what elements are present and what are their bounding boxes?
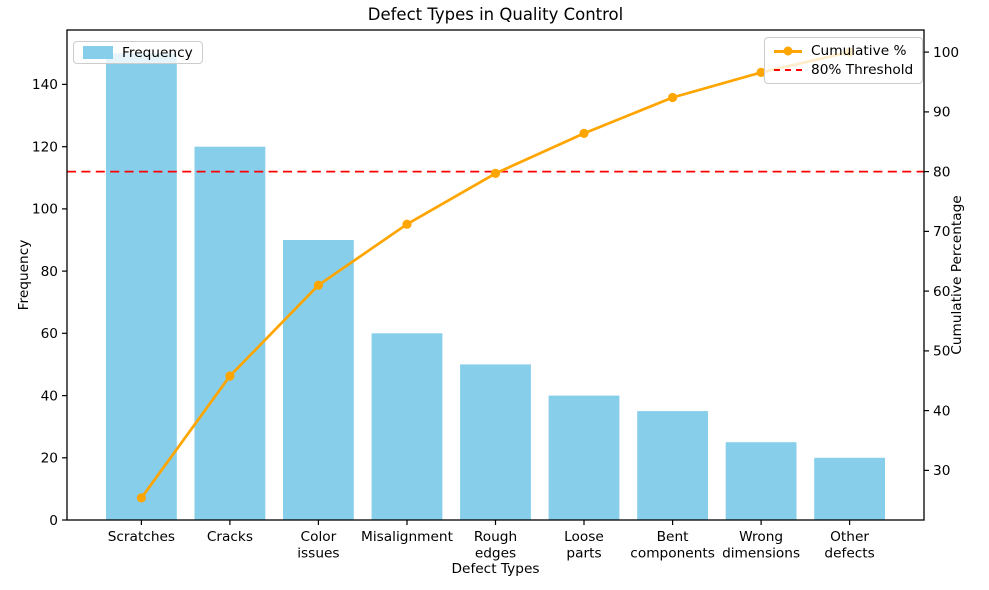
legend-cumulative-label: Cumulative % <box>811 43 907 60</box>
x-tick-label-wrong-dimensions: Wrong dimensions <box>722 529 800 562</box>
x-tick-label-color-issues: Color issues <box>297 529 339 562</box>
left-tick-label: 40 <box>41 388 58 404</box>
bar-loose-parts <box>548 395 620 520</box>
frequency-swatch-icon <box>83 46 113 59</box>
bar-wrong-dimensions <box>725 442 797 520</box>
x-tick-label-scratches: Scratches <box>108 529 175 545</box>
cumulative-marker <box>756 67 766 77</box>
left-tick-label: 20 <box>41 451 58 467</box>
legend-frequency-label: Frequency <box>122 44 193 61</box>
cumulative-marker <box>490 168 501 178</box>
bar-bent-components <box>637 411 708 520</box>
x-tick-label-other-defects: Other defects <box>824 529 874 562</box>
right-y-axis-label: Cumulative Percentage <box>949 195 965 355</box>
right-tick-label: 60 <box>933 284 950 300</box>
left-tick-label: 100 <box>32 202 58 218</box>
left-y-axis-label: Frequency <box>16 239 32 311</box>
left-tick-label: 80 <box>41 264 58 280</box>
legend-threshold-label: 80% Threshold <box>811 61 914 78</box>
bar-misalignment <box>371 333 443 520</box>
x-axis-label: Defect Types <box>451 561 540 577</box>
x-tick-label-cracks: Cracks <box>207 529 253 545</box>
bar-rough-edges <box>460 364 531 520</box>
legend-cumulative: Cumulative % 80% Threshold <box>764 37 924 84</box>
legend-frequency: Frequency <box>73 41 203 64</box>
chart-title: Defect Types in Quality Control <box>367 5 624 24</box>
cumulative-marker <box>313 280 323 290</box>
bar-scratches <box>106 53 177 521</box>
x-tick-label-loose-parts: Loose parts <box>564 529 604 562</box>
left-tick-label: 0 <box>49 513 58 529</box>
left-tick-label: 60 <box>41 326 58 342</box>
cumulative-line-icon <box>774 49 802 53</box>
x-tick-label-bent-components: Bent components <box>630 529 715 562</box>
cumulative-marker <box>579 128 589 138</box>
x-tick-label-rough-edges: Rough edges <box>474 529 517 562</box>
cumulative-marker <box>402 219 412 229</box>
right-tick-label: 80 <box>933 164 950 180</box>
right-tick-label: 90 <box>933 105 950 121</box>
left-tick-label: 140 <box>32 77 58 93</box>
right-tick-label: 100 <box>933 45 959 61</box>
left-tick-label: 120 <box>32 139 58 155</box>
right-tick-label: 70 <box>933 224 950 240</box>
cumulative-marker <box>225 371 235 381</box>
x-tick-label-misalignment: Misalignment <box>361 529 454 545</box>
bar-cracks <box>194 146 266 520</box>
right-tick-label: 50 <box>933 344 950 360</box>
bar-other-defects <box>814 457 885 520</box>
right-tick-label: 40 <box>933 403 950 419</box>
right-tick-label: 30 <box>933 463 950 479</box>
cumulative-marker <box>136 493 146 503</box>
cumulative-marker <box>668 92 678 103</box>
threshold-line-icon <box>774 68 802 71</box>
